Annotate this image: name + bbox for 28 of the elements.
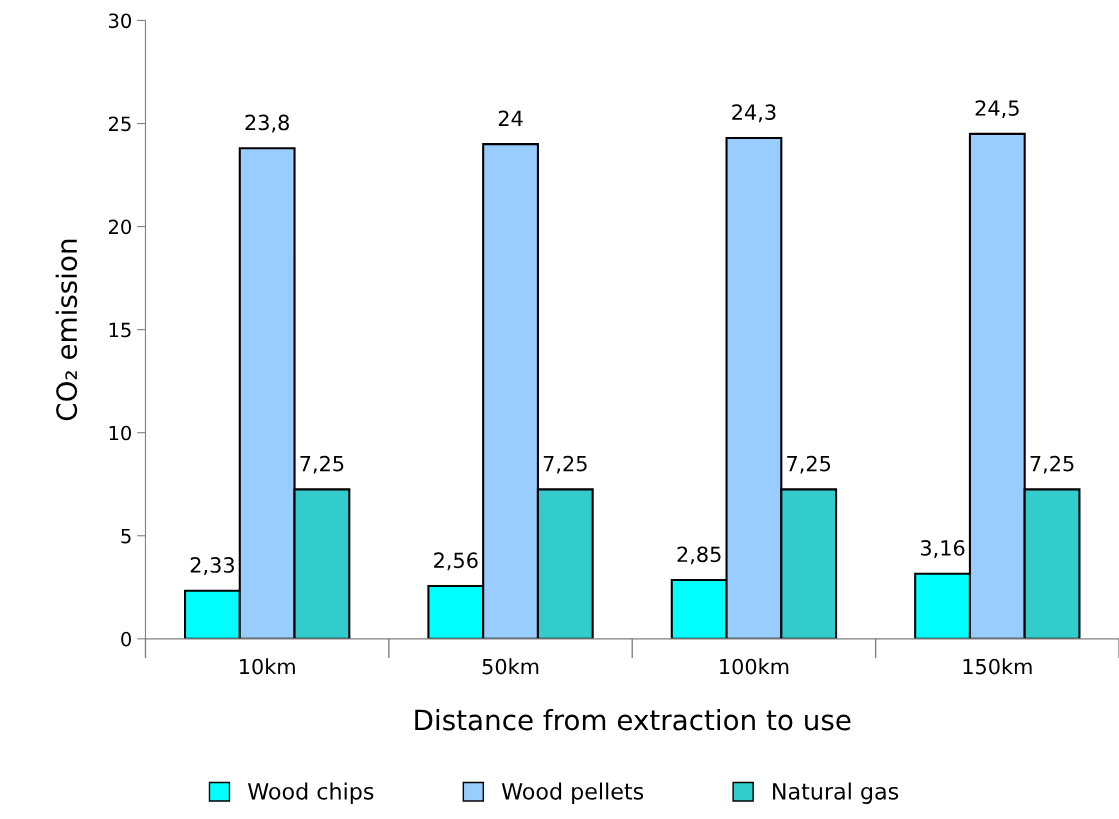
y-tick-label: 25 (108, 116, 131, 132)
y-tick-label: 0 (121, 631, 131, 647)
data-label: 24,5 (975, 100, 1019, 119)
data-label: 23,8 (245, 114, 289, 133)
data-label: 7,25 (1030, 455, 1074, 474)
y-axis-title: CO₂ emission (55, 239, 78, 421)
x-axis-title: Distance from extraction to use (415, 708, 851, 731)
y-tick-label: 15 (109, 322, 131, 338)
data-label: 2,56 (434, 552, 478, 571)
y-tick-label: 10 (109, 425, 131, 441)
data-label: 7,25 (787, 455, 831, 474)
legend-label: Natural gas (773, 782, 899, 804)
data-label: 7,25 (300, 455, 344, 474)
x-tick-label: 10km (240, 658, 295, 675)
legend-label: Wood chips (247, 782, 374, 804)
data-label: 24 (498, 110, 523, 126)
x-tick-label: 150km (963, 658, 1032, 675)
x-tick-label: 100km (720, 658, 789, 675)
data-label: 24,3 (732, 104, 776, 123)
data-label: 3,16 (920, 540, 965, 558)
data-label: 2,33 (190, 557, 234, 575)
y-tick-label: 20 (108, 219, 131, 235)
legend-label: Wood pellets (501, 782, 644, 804)
data-label: 7,25 (543, 455, 587, 474)
y-tick-label: 5 (121, 528, 131, 544)
x-tick-label: 50km (482, 658, 539, 675)
data-label: 2,85 (677, 546, 721, 565)
y-tick-label: 30 (109, 13, 131, 29)
